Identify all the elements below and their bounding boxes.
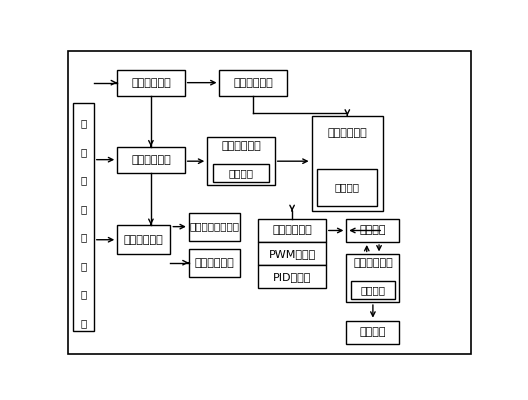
Bar <box>312 116 383 211</box>
Text: 返程控制模块: 返程控制模块 <box>194 258 234 268</box>
Text: 控: 控 <box>80 232 87 242</box>
Bar <box>258 242 326 265</box>
Text: 旋转模块: 旋转模块 <box>360 327 386 337</box>
Bar <box>117 146 185 173</box>
Text: 伺: 伺 <box>80 118 87 128</box>
Bar <box>213 164 269 182</box>
Text: 位置存储模块: 位置存储模块 <box>353 258 393 268</box>
Text: 元: 元 <box>80 318 87 328</box>
Bar <box>317 169 378 206</box>
Bar <box>351 281 395 299</box>
Bar <box>258 219 326 242</box>
Text: 保护单元: 保护单元 <box>229 168 253 178</box>
Bar <box>189 213 240 240</box>
Text: 补偿模块: 补偿模块 <box>335 182 360 192</box>
Text: PID控制器: PID控制器 <box>273 272 312 282</box>
Text: 终点坐标判断模块: 终点坐标判断模块 <box>190 222 239 232</box>
Text: 坐标存储模块: 坐标存储模块 <box>221 141 261 151</box>
Text: 运行控制单元: 运行控制单元 <box>131 155 171 165</box>
Bar <box>189 249 240 276</box>
Bar <box>346 320 400 344</box>
Bar <box>207 137 275 185</box>
Text: 节: 节 <box>80 204 87 214</box>
Text: 中断请扡模块: 中断请扡模块 <box>233 78 273 88</box>
Bar <box>346 254 400 302</box>
Text: 数据控制模块: 数据控制模块 <box>327 128 367 138</box>
Bar <box>73 104 94 331</box>
Text: 电机驱动: 电机驱动 <box>360 226 386 236</box>
Text: 调: 调 <box>80 175 87 185</box>
Text: 单: 单 <box>80 289 87 299</box>
Text: 制: 制 <box>80 261 87 271</box>
Bar <box>346 219 400 242</box>
Bar <box>258 265 326 288</box>
Bar <box>117 70 185 96</box>
Text: 数据处理模块: 数据处理模块 <box>272 226 312 236</box>
Text: 保护单元: 保护单元 <box>361 285 385 295</box>
Bar <box>220 70 287 96</box>
Text: 服: 服 <box>80 147 87 157</box>
Text: PWM调节器: PWM调节器 <box>268 248 316 258</box>
Text: 任务驱动单元: 任务驱动单元 <box>131 78 171 88</box>
Text: 返程控制单元: 返程控制单元 <box>124 235 164 245</box>
Bar <box>117 225 171 254</box>
